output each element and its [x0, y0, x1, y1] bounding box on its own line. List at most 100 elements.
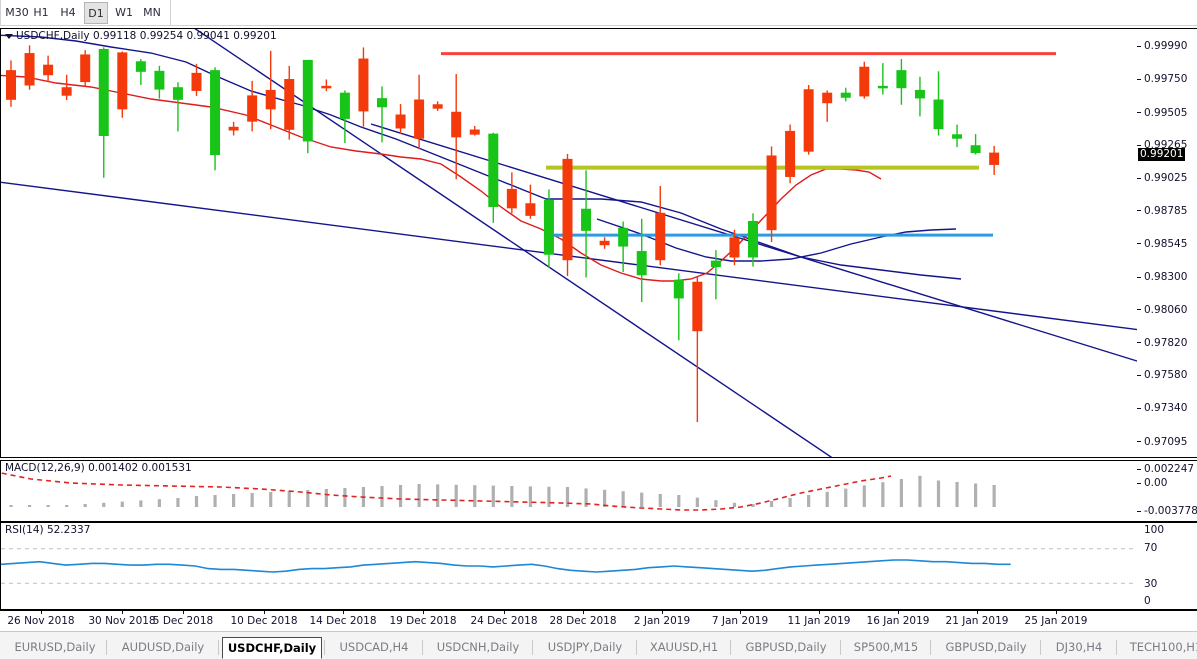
rsi-axis-tick-label: 0 — [1144, 595, 1151, 607]
time-axis-label: 11 Jan 2019 — [787, 615, 851, 627]
rsi-indicator-pane[interactable]: RSI(14) 52.2337 — [0, 522, 1180, 610]
chart-tab-sp500-m15[interactable]: SP500,M15 — [853, 640, 919, 654]
macd-histogram-bar — [436, 484, 440, 507]
candle-body — [896, 70, 907, 89]
time-axis-tick-mark — [504, 611, 505, 614]
chart-tab-xauusd-h1[interactable]: XAUUSD,H1 — [649, 640, 719, 654]
tab-separator — [1116, 640, 1117, 655]
macd-histogram-bar — [825, 491, 829, 507]
macd-histogram-bar — [621, 491, 625, 507]
candle-body — [952, 134, 963, 139]
timeframe-button-w1[interactable]: W1 — [115, 6, 133, 19]
candle-body — [43, 64, 54, 76]
price-axis-tick-label: 0.98785 — [1144, 204, 1188, 217]
rsi-y-axis[interactable]: 100 70 30 0 — [1137, 522, 1197, 610]
candle-body — [432, 104, 443, 109]
timeframe-button-m30[interactable]: M30 — [5, 6, 29, 19]
time-x-axis[interactable]: 26 Nov 2018 30 Nov 2018 5 Dec 2018 10 Dec 2… — [0, 610, 1197, 630]
time-axis-tick-mark — [1056, 611, 1057, 614]
price-axis-tick: 0.98785 — [1137, 205, 1187, 217]
timeframe-button-d1[interactable]: D1 — [84, 2, 108, 24]
candle-body — [692, 281, 703, 332]
candle-body — [803, 89, 814, 152]
collapse-triangle-icon[interactable] — [5, 33, 13, 39]
candle-body — [581, 208, 592, 231]
candle-body — [395, 114, 406, 129]
macd-indicator-pane[interactable]: MACD(12,26,9) 0.001402 0.001531 — [0, 460, 1180, 522]
price-axis-tick: 0.97580 — [1137, 369, 1187, 381]
price-chart-svg — [1, 29, 1179, 457]
candle-body — [191, 72, 202, 91]
macd-axis-tick-label: -0.003778 — [1144, 505, 1197, 517]
chart-tab-audusd-daily[interactable]: AUDUSD,Daily — [121, 640, 205, 654]
tab-separator — [636, 640, 637, 655]
macd-histogram-bar — [788, 498, 792, 507]
macd-histogram-bar — [640, 492, 644, 507]
time-axis-tick-mark — [662, 611, 663, 614]
time-axis-label: 25 Jan 2019 — [1024, 615, 1088, 627]
macd-histogram-bar — [510, 486, 514, 507]
chart-tab-bar: EURUSD,Daily AUDUSD,Daily USDCHF,Daily USDC… — [0, 631, 1197, 659]
candle-body — [543, 199, 554, 255]
candle-body — [785, 130, 796, 177]
time-axis-tick-mark — [977, 611, 978, 614]
macd-axis-tick: -0.003778 — [1137, 505, 1197, 517]
chart-tab-usdcad-h4[interactable]: USDCAD,H4 — [339, 640, 409, 654]
axis-tick-mark — [1137, 78, 1141, 80]
tab-separator — [840, 640, 841, 655]
macd-histogram-bar — [27, 505, 32, 507]
candle-body — [599, 240, 610, 246]
axis-tick-mark — [1137, 309, 1141, 311]
macd-signal-line — [1, 472, 892, 511]
chart-tab-eurusd-daily[interactable]: EURUSD,Daily — [14, 640, 96, 654]
price-axis-tick-label: 0.97095 — [1144, 435, 1188, 448]
price-chart-pane[interactable]: USDCHF,Daily 0.99118 0.99254 0.99041 0.9… — [0, 28, 1180, 458]
time-axis-tick-mark — [819, 611, 820, 614]
axis-tick-mark — [1137, 144, 1141, 146]
candle-body — [506, 188, 517, 209]
price-axis-tick: 0.99990 — [1137, 40, 1187, 52]
chart-tab-usdjpy-daily[interactable]: USDJPY,Daily — [547, 640, 623, 654]
macd-chart-svg — [1, 472, 996, 511]
macd-histogram-bar — [844, 488, 848, 507]
chart-tab-gbpusd-daily[interactable]: GBPUSD,Daily — [945, 640, 1027, 654]
candle-body — [748, 220, 758, 258]
chart-tab-gbpusd-daily[interactable]: GBPUSD,Daily — [745, 640, 827, 654]
candle-body — [636, 251, 647, 276]
price-axis-tick-label: 0.98300 — [1144, 271, 1188, 284]
macd-histogram-bar — [213, 495, 217, 507]
price-axis-tick: 0.98060 — [1137, 304, 1187, 316]
chart-tab-tech100-h1[interactable]: TECH100,H1 — [1129, 640, 1197, 654]
price-axis-tick-label: 0.99025 — [1144, 172, 1188, 185]
timeframe-button-h4[interactable]: H4 — [60, 6, 76, 19]
price-y-axis[interactable]: 0.99990 0.99750 0.99505 0.99265 0.99025 0.987… — [1137, 28, 1197, 458]
candle-body — [265, 89, 276, 110]
candle-body — [228, 126, 239, 131]
chart-tab-dj30-h4[interactable]: DJ30,H4 — [1055, 640, 1103, 654]
macd-histogram-bar — [769, 501, 774, 507]
rsi-chart-svg — [1, 548, 1179, 584]
timeframe-button-mn[interactable]: MN — [143, 6, 161, 19]
candle-body — [710, 260, 721, 268]
macd-histogram-bar — [862, 485, 866, 507]
macd-histogram-bar — [547, 486, 551, 507]
candle-body — [970, 145, 981, 154]
time-axis-label: 24 Dec 2018 — [470, 615, 538, 627]
chart-tab-usdcnh-daily[interactable]: USDCNH,Daily — [436, 640, 520, 654]
tab-separator — [218, 640, 219, 655]
price-axis-tick-label: 0.99505 — [1144, 106, 1188, 119]
macd-histogram-bar — [306, 490, 310, 507]
candle-body — [618, 227, 629, 247]
candle-body — [6, 70, 16, 100]
price-axis-tick-label: 0.98545 — [1144, 237, 1188, 250]
macd-histogram-bar — [454, 484, 458, 507]
chart-tab-usdchf-daily[interactable]: USDCHF,Daily — [222, 637, 322, 659]
macd-y-axis[interactable]: 0.002247 0.00 -0.003778 — [1137, 460, 1197, 522]
candle-body — [210, 70, 221, 156]
macd-histogram-bar — [491, 485, 495, 507]
timeframe-button-h1[interactable]: H1 — [33, 6, 49, 19]
macd-histogram-bar — [918, 475, 922, 507]
tab-separator — [106, 640, 107, 655]
rsi-axis-tick: 100 — [1137, 524, 1164, 536]
